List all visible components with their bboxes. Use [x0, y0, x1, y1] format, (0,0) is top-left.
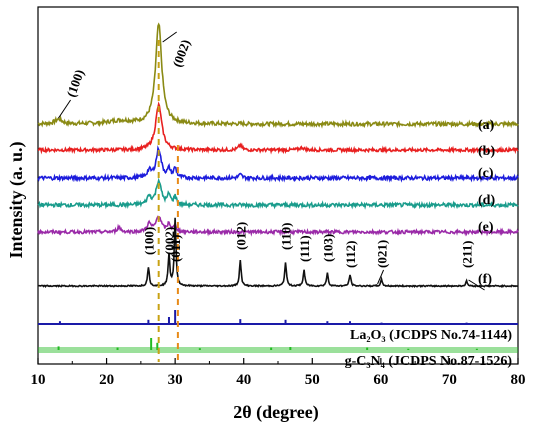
series-label-4: (e): [478, 220, 494, 235]
peak-label-1: (002): [169, 37, 193, 69]
peak-leader-0: [58, 99, 71, 119]
series-label-5: (f): [478, 272, 492, 287]
peak-label-0: (100): [63, 67, 87, 99]
x-tick-label-1: 20: [99, 372, 114, 388]
plot-frame: [37, 6, 519, 365]
x-tick-label-3: 40: [236, 372, 251, 388]
peak-label-7: (111): [297, 235, 312, 262]
x-tick-label-5: 60: [373, 372, 388, 388]
peak-leader-11: [468, 279, 485, 291]
reference-label-1: g-C₃N₄ (JCDPS No.87-1526): [345, 354, 513, 369]
peak-label-layer: (100)(002)(100) (002)(011) (012) (110) (111)…: [58, 31, 485, 291]
x-tick-label-0: 10: [31, 372, 46, 388]
series-line-3: [37, 177, 519, 210]
series-layer: (a) (b) (c) (d) (e) (f) La₂O₃ (JCDPS No.74-114…: [37, 22, 519, 369]
series-label-2: (c): [478, 166, 494, 181]
series-line-5: [37, 217, 519, 289]
peak-label-2: (100): [141, 227, 156, 255]
series-line-4: [37, 215, 519, 237]
peak-label-11: (211): [460, 241, 475, 268]
reference-label-0: La₂O₃ (JCDPS No.74-1144): [350, 328, 512, 343]
series-label-3: (d): [478, 193, 495, 208]
peak-label-6: (110): [279, 223, 294, 250]
peak-leader-10: [377, 269, 385, 285]
dashed-marker-layer: [157, 40, 179, 362]
series-label-1: (b): [478, 144, 495, 159]
peak-label-3: (002): [162, 227, 177, 255]
y-axis-title: Intensity (a. u.): [6, 141, 27, 258]
series-line-1: [37, 101, 519, 155]
x-tick-label-4: 50: [305, 372, 320, 388]
x-tick-label-6: 70: [442, 372, 457, 388]
peak-label-5: (012): [233, 222, 248, 250]
series-line-0: [37, 22, 519, 129]
x-tick-layer: 10 20 30 40 50 60 70 80: [31, 358, 526, 388]
x-tick-label-7: 80: [511, 372, 526, 388]
peak-label-10: (021): [375, 240, 390, 268]
series-line-2: [37, 144, 519, 183]
peak-label-8: (103): [320, 234, 335, 262]
peak-label-9: (112): [343, 241, 358, 268]
series-label-0: (a): [478, 118, 495, 133]
x-tick-label-2: 30: [168, 372, 183, 388]
peak-label-4: (011): [168, 235, 183, 262]
peak-leader-1: [162, 31, 177, 43]
x-axis-title: 2θ (degree): [233, 402, 319, 423]
